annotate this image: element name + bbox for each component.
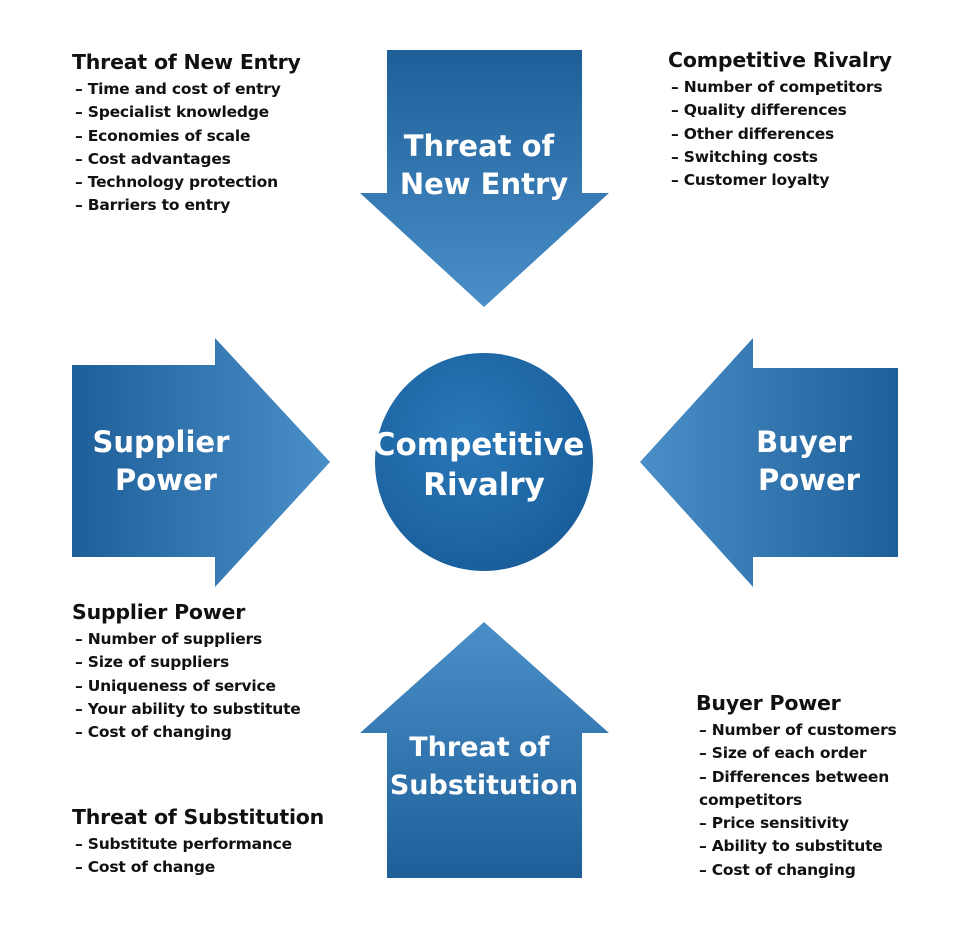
list-item: Cost of changing (75, 721, 301, 744)
list-item: Other differences (671, 123, 892, 146)
threat-of-substitution-list: Threat of Substitution Substitute perfor… (72, 804, 324, 880)
buyer-power-arrow: Buyer Power (640, 338, 898, 587)
threat-of-new-entry-items: Time and cost of entry Specialist knowle… (72, 78, 301, 218)
threat-of-new-entry-arrow-label-line2: New Entry (400, 167, 568, 201)
supplier-power-arrow: Supplier Power (72, 338, 330, 587)
svg-text:Threat of Substitution: Threat of Substitution (390, 732, 578, 801)
competitive-rivalry-title: Competitive Rivalry (668, 48, 892, 72)
competitive-rivalry-circle: Competitive Rivalry (373, 353, 595, 571)
threat-of-new-entry-arrow-shape (360, 50, 609, 307)
list-item: Economies of scale (75, 125, 301, 148)
supplier-power-title: Supplier Power (72, 600, 246, 624)
supplier-power-arrow-label-line2: Power (115, 463, 218, 497)
buyer-power-arrow-label-line1: Buyer (756, 425, 852, 459)
list-item: Cost of changing (699, 859, 899, 882)
svg-text:Competitive Rivalry: Competitive Rivalry (373, 427, 595, 503)
buyer-power-list: Buyer Power Number of customers Size of … (696, 690, 899, 882)
threat-of-new-entry-arrow: Threat of New Entry (360, 50, 609, 307)
list-item: Number of competitors (671, 76, 892, 99)
list-item: Differences between competitors (699, 766, 899, 813)
list-item: Ability to substitute (699, 835, 899, 858)
list-item: Specialist knowledge (75, 101, 301, 124)
supplier-power-arrow-label-line1: Supplier (92, 425, 230, 459)
threat-of-substitution-arrow-shape (360, 622, 609, 878)
list-item: Uniqueness of service (75, 675, 301, 698)
threat-of-substitution-arrow-label-line2: Substitution (390, 770, 578, 801)
svg-text:Threat of New Entry: Threat of New Entry (400, 129, 568, 201)
list-item: Size of each order (699, 742, 899, 765)
list-item: Substitute performance (75, 833, 324, 856)
threat-of-substitution-arrow: Threat of Substitution (360, 622, 609, 878)
list-item: Size of suppliers (75, 651, 301, 674)
list-item: Price sensitivity (699, 812, 899, 835)
threat-of-substitution-items: Substitute performance Cost of change (72, 833, 324, 880)
list-item: Technology protection (75, 171, 301, 194)
list-item: Customer loyalty (671, 169, 892, 192)
competitive-rivalry-list: Competitive Rivalry Number of competitor… (668, 47, 892, 192)
list-item: Number of customers (699, 719, 899, 742)
competitive-rivalry-items: Number of competitors Quality difference… (668, 76, 892, 192)
list-item: Your ability to substitute (75, 698, 301, 721)
list-item: Time and cost of entry (75, 78, 301, 101)
competitive-rivalry-circle-label-line2: Rivalry (423, 467, 545, 503)
list-item: Number of suppliers (75, 628, 301, 651)
supplier-power-list: Supplier Power Number of suppliers Size … (72, 599, 301, 744)
threat-of-new-entry-arrow-label-line1: Threat of (404, 129, 555, 163)
threat-of-new-entry-list: Threat of New Entry Time and cost of ent… (72, 49, 301, 218)
competitive-rivalry-circle-shape (375, 353, 593, 571)
svg-text:Supplier Power: Supplier Power (92, 425, 239, 497)
list-item: Barriers to entry (75, 194, 301, 217)
buyer-power-arrow-label-line2: Power (758, 463, 861, 497)
buyer-power-items: Number of customers Size of each order D… (696, 719, 899, 882)
threat-of-substitution-arrow-label-line1: Threat of (409, 732, 549, 763)
competitive-rivalry-circle-label-line1: Competitive (373, 427, 585, 463)
threat-of-new-entry-title: Threat of New Entry (72, 50, 301, 74)
list-item: Quality differences (671, 99, 892, 122)
svg-text:Buyer Power: Buyer Power (756, 425, 862, 497)
list-item: Cost advantages (75, 148, 301, 171)
supplier-power-arrow-shape (72, 338, 330, 587)
supplier-power-items: Number of suppliers Size of suppliers Un… (72, 628, 301, 744)
threat-of-substitution-title: Threat of Substitution (72, 805, 325, 829)
buyer-power-title: Buyer Power (696, 691, 841, 715)
list-item: Switching costs (671, 146, 892, 169)
buyer-power-arrow-shape (640, 338, 898, 587)
list-item: Cost of change (75, 856, 324, 879)
